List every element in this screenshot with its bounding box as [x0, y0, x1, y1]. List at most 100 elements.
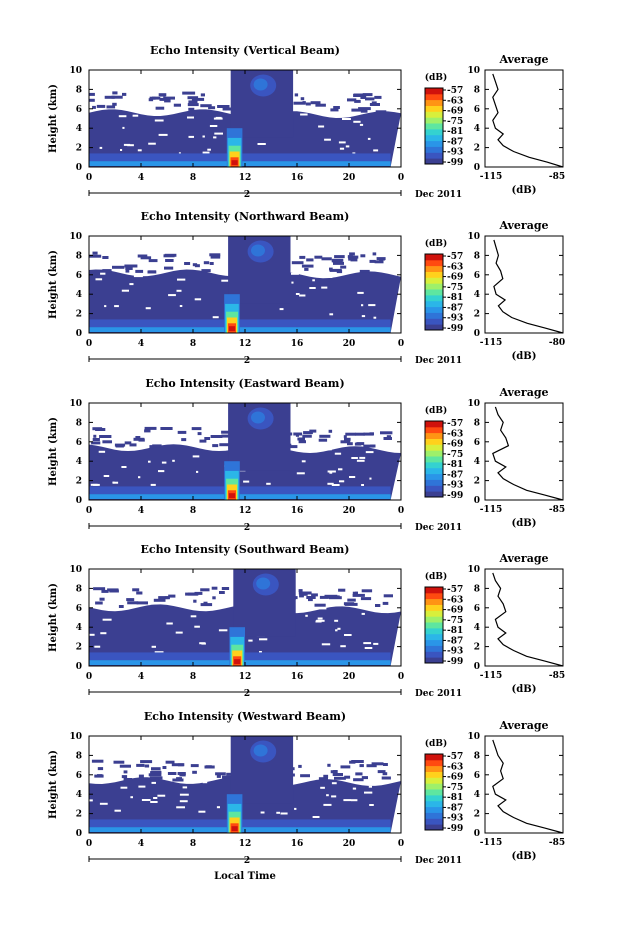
- x-tick-label: 8: [190, 173, 196, 183]
- echo-gap: [373, 642, 379, 645]
- echo-gap: [182, 786, 188, 789]
- profile-title: Average: [498, 552, 548, 565]
- echo-speckle: [349, 252, 355, 256]
- colorbar-swatch: [425, 300, 443, 308]
- echo-gap: [323, 448, 332, 451]
- echo-gap: [309, 287, 316, 289]
- profile-x-label: (dB): [512, 351, 537, 362]
- echo-speckle: [203, 261, 210, 265]
- echo-speckle: [221, 430, 232, 434]
- colorbar-swatch: [425, 467, 443, 475]
- echo-speckle: [212, 596, 216, 600]
- colorbar-tick-label: -75: [447, 783, 463, 793]
- echo-speckle: [360, 254, 366, 258]
- date-number: 2: [244, 523, 250, 533]
- panel-5: Echo Intensity (Westward Beam) 0 2 4 6 8 10 Hei…: [48, 710, 565, 882]
- echo-speckle: [167, 772, 177, 775]
- y-tick-label: 4: [76, 623, 82, 633]
- echo-speckle: [93, 434, 97, 438]
- profile-x-tick-label: -115: [480, 505, 503, 515]
- echo-layer: [89, 444, 401, 500]
- echo-gap: [367, 137, 371, 140]
- x-tick-label: 20: [343, 839, 356, 849]
- echo-speckle: [89, 254, 102, 258]
- date-label: Dec 2011: [415, 190, 462, 200]
- echo-speckle: [306, 596, 316, 599]
- rain-column: [234, 659, 241, 664]
- echo-speckle: [210, 255, 221, 259]
- y-tick-label: 2: [76, 310, 82, 320]
- colorbar-tick-label: -99: [447, 158, 463, 168]
- echo-gap: [100, 632, 107, 635]
- profile-y-tick-label: 0: [474, 163, 480, 173]
- echo-speckle: [164, 596, 170, 600]
- echo-gap: [352, 787, 357, 790]
- echo-speckle: [200, 104, 212, 108]
- colorbar-swatch: [425, 616, 443, 623]
- echo-speckle: [188, 100, 198, 104]
- colorbar-swatch: [425, 283, 443, 290]
- echo-speckle: [221, 434, 231, 438]
- profile-y-tick-label: 0: [474, 329, 480, 339]
- echo-gap: [260, 811, 265, 814]
- echo-speckle: [321, 257, 332, 261]
- echo-speckle: [362, 93, 373, 97]
- echo-speckle: [319, 434, 331, 438]
- echo-gap: [161, 461, 167, 464]
- profile-frame: [484, 402, 564, 501]
- colorbar-tick-label: -99: [447, 657, 463, 667]
- echo-speckle: [194, 264, 200, 268]
- echo-speckle: [302, 101, 306, 105]
- colorbar-tick-label: -99: [447, 491, 463, 501]
- echo-gap: [351, 799, 358, 802]
- echo-speckle: [197, 432, 202, 436]
- echo-gap: [359, 456, 366, 459]
- echo-speckle: [348, 255, 359, 259]
- echo-gap: [194, 625, 200, 628]
- panel-2: Echo Intensity (Northward Beam) 0 2 4 6 8 10 He…: [48, 210, 565, 366]
- echo-gap: [352, 152, 356, 155]
- echo-speckle: [304, 267, 309, 271]
- echo-gap: [89, 799, 93, 802]
- echo-speckle: [125, 267, 133, 270]
- echo-gap: [334, 619, 339, 622]
- profile-y-tick-label: 10: [467, 66, 480, 76]
- echo-speckle: [366, 764, 377, 768]
- heatmap: [89, 70, 401, 167]
- echo-speckle: [135, 269, 144, 273]
- echo-gap: [320, 607, 327, 610]
- echo-speckle: [112, 102, 117, 106]
- echo-gap: [357, 291, 364, 294]
- echo-speckle: [155, 106, 165, 110]
- echo-gap: [89, 633, 95, 636]
- echo-gap: [340, 645, 346, 648]
- colorbar-swatch: [425, 812, 443, 819]
- echo-speckle: [192, 263, 198, 267]
- echo-speckle: [125, 269, 130, 273]
- echo-gap: [339, 147, 345, 150]
- echo-gap: [192, 455, 200, 458]
- echo-speckle: [164, 266, 174, 270]
- profile-y-tick-label: 0: [474, 496, 480, 506]
- echo-gap: [213, 136, 217, 139]
- echo-gap: [214, 132, 223, 135]
- echo-speckle: [297, 437, 305, 441]
- colorbar-frame: [424, 586, 444, 664]
- echo-gap: [196, 470, 199, 473]
- cloud-core-inner: [253, 744, 268, 757]
- echo-speckle: [168, 594, 176, 598]
- colorbar-swatch: [425, 456, 443, 463]
- echo-gap: [373, 316, 377, 319]
- y-tick-label: 8: [76, 418, 82, 428]
- profile-y-tick-label: 4: [474, 623, 480, 633]
- colorbar-swatch: [425, 294, 443, 302]
- date-number: 2: [244, 689, 250, 699]
- x-tick-label: 0: [398, 839, 404, 849]
- echo-speckle: [137, 254, 148, 258]
- colorbar-tick-label: -99: [447, 324, 463, 334]
- profile-x-label: (dB): [512, 684, 537, 695]
- echo-speckle: [91, 441, 101, 445]
- profile-line: [492, 73, 564, 168]
- colorbar-swatch: [425, 777, 443, 784]
- colorbar-swatch: [425, 639, 443, 646]
